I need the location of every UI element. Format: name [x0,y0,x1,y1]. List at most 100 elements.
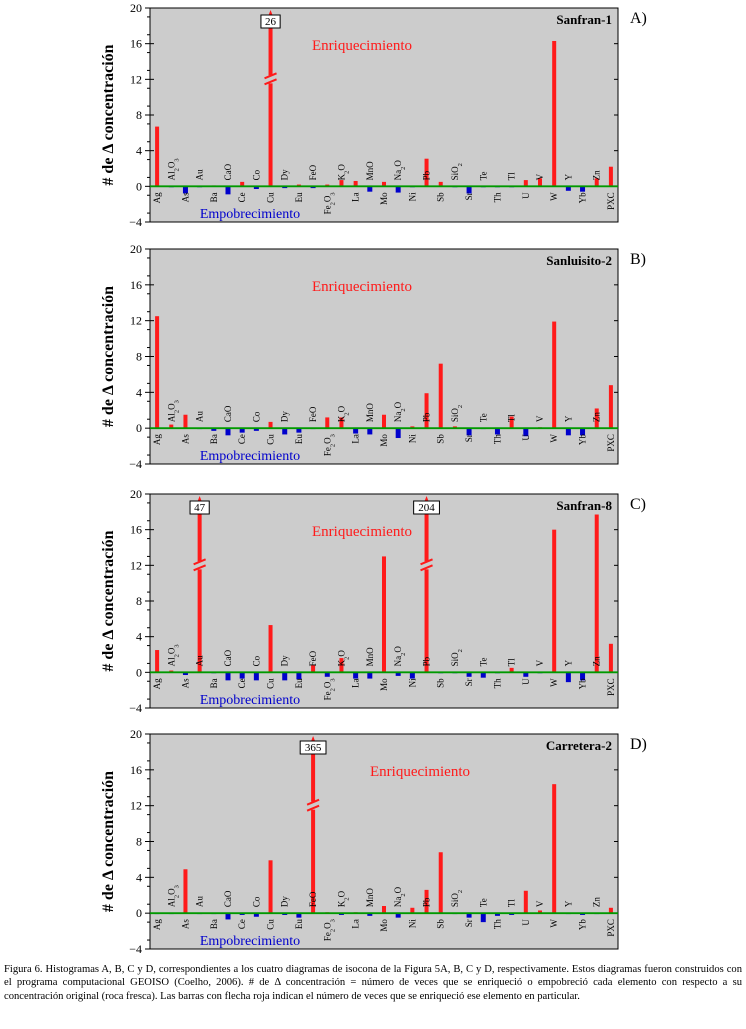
bar-Ce [239,428,245,433]
figure-caption: Figura 6. Histogramas A, B, C y D, corre… [4,964,742,1002]
category-label: Sr [464,678,474,686]
bar-Ba [211,428,217,431]
y-tick-label: 20 [130,1,142,15]
category-label: Te [478,898,488,907]
category-label: Co [251,896,261,907]
arrow-value-box [260,14,281,29]
category-label: Mo [379,919,389,932]
category-label: V [535,900,545,907]
category-label: Ba [209,434,219,444]
bar-CaO [225,186,231,195]
bar-U [523,180,528,187]
axis-break-bg [193,561,206,570]
category-label: Ba [209,678,219,688]
bar-Sb [438,181,443,187]
enrich-label: Enriquecimiento [312,38,412,54]
category-label: Th [492,678,502,688]
category-label: Au [195,411,205,422]
y-tick-label: 4 [136,630,142,644]
category-label: Zn [592,412,602,422]
category-label: Ni [407,192,417,201]
category-label: Pb [422,412,432,422]
arrow-bar-FeO [311,746,316,914]
axis-break-mark [193,564,207,572]
category-label: Ce [237,434,247,444]
y-tick-label: −4 [129,457,142,471]
category-label: Sb [436,192,446,202]
category-label: Eu [294,192,304,202]
category-label: CaO [223,163,233,180]
bar-Ni [409,672,415,679]
bar-Na2O [395,186,401,193]
category-label: Al2O3 [166,885,180,907]
category-label: U [521,678,531,685]
category-label: PXC [606,434,616,452]
bar-U [523,890,528,914]
deplete-label: Empobrecimiento [200,207,300,222]
bar-Te [480,672,486,678]
category-label: SiO2 [450,649,464,666]
category-label: W [549,919,559,928]
category-label: SiO2 [450,405,464,422]
category-label: Te [478,413,488,422]
axis-break-bg [420,561,433,570]
bar-Y [565,428,571,436]
bar-As [183,869,188,914]
category-label: U [521,192,531,199]
bar-V [538,178,542,187]
axis-break-mark [420,564,433,572]
panel-title: Sanfran-8 [556,498,612,513]
y-tick-label: 8 [136,350,142,364]
bar-As [182,672,188,676]
category-label: Th [492,919,502,929]
category-label: Ce [237,192,247,202]
category-label: PXC [606,678,616,696]
bar-Te [480,913,486,923]
bar-Fe2O3 [325,417,330,429]
bar-Mo [382,414,386,429]
category-label: As [180,919,190,929]
category-label: Dy [280,896,290,907]
bar-Al2O3 [169,424,174,429]
bar-Dy [282,428,288,435]
bar-PXC [608,643,613,673]
category-label: Y [563,173,573,180]
category-label: Au [195,896,205,907]
enrich-label: Enriquecimiento [312,524,412,540]
bar-La [353,672,359,679]
bar-CaO [225,913,231,920]
bar-Pb [424,889,429,914]
category-label: SiO2 [450,163,464,180]
category-label: Cu [266,434,276,445]
category-label: Yb [578,434,588,445]
enrich-label: Enriquecimiento [312,279,412,295]
bar-Th [494,913,500,916]
category-label: La [351,434,361,444]
category-label: W [549,192,559,201]
bar-Na2O [395,913,401,918]
category-label: W [549,678,559,687]
bar-U [523,672,529,677]
y-tick-label: 4 [136,385,142,399]
y-tick-label: 8 [136,835,142,849]
category-label: Ce [237,919,247,929]
category-label: Tl [507,658,517,666]
panel-3: −4 0 4 8 12 16 20 365 Ag Al2O3 As Au Ba CaO Ce Co Cu Dy Eu… [100,727,647,956]
category-label: Sb [436,678,446,688]
category-label: Te [478,657,488,666]
category-label: Tl [507,899,517,907]
category-label: Yb [578,919,588,930]
y-axis-label: # de Δ concentración [100,44,117,185]
category-label: Yb [578,192,588,203]
category-label: Te [478,171,488,180]
category-label: Tl [507,414,517,422]
category-label: Ni [407,919,417,928]
bar-Ce [239,672,245,679]
bar-W [552,40,557,187]
category-label: CaO [223,890,233,907]
category-label: Dy [280,169,290,180]
category-label: CaO [223,405,233,422]
bar-W [552,784,557,914]
bar-MnO [367,913,373,916]
y-axis-label: # de Δ concentración [100,286,117,427]
